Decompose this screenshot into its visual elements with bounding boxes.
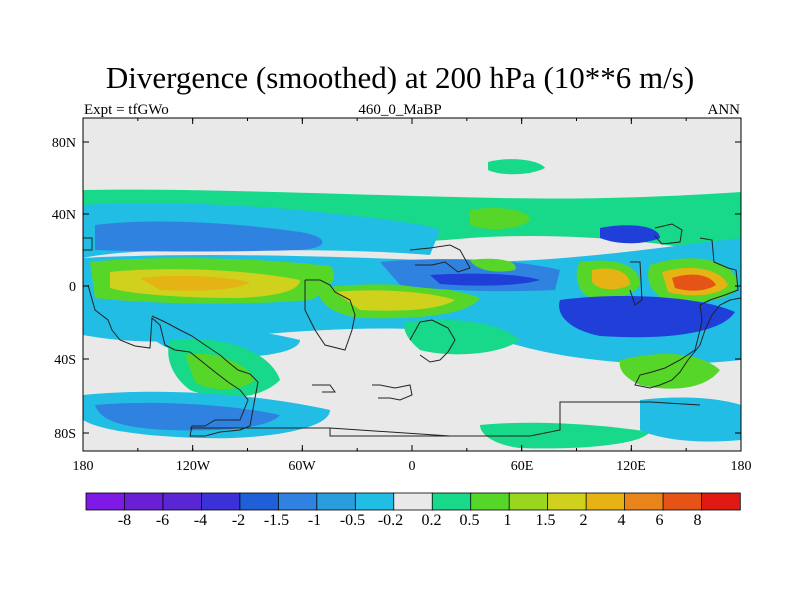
coastline-6 bbox=[409, 244, 471, 273]
antarctic-negative bbox=[640, 397, 741, 442]
colorbar-label: 1 bbox=[504, 512, 512, 529]
colorbar-swatch bbox=[201, 492, 241, 511]
lon-label-120e: 120E bbox=[616, 459, 646, 474]
colorbar-swatch bbox=[585, 492, 626, 511]
lat-label-40s: 40S bbox=[54, 353, 76, 368]
lat-label-80s: 80S bbox=[54, 427, 76, 442]
coastline-12 bbox=[329, 428, 450, 437]
colorbar-swatch bbox=[277, 492, 318, 511]
atlantic-strong-negative bbox=[430, 273, 540, 286]
asia-strong-positive bbox=[592, 268, 630, 290]
arctic-patch bbox=[488, 159, 545, 175]
coastline-4 bbox=[312, 384, 336, 393]
colorbar-swatch bbox=[547, 492, 587, 511]
colorbar-swatch bbox=[316, 492, 356, 511]
longitude-labels: 180 120W 60W 0 60E 120E 180 bbox=[73, 459, 752, 474]
colorbar-swatch bbox=[162, 492, 203, 511]
coastline-10 bbox=[634, 237, 741, 389]
colorbar-label: 1.5 bbox=[536, 512, 556, 529]
indian-ocean-strong-negative bbox=[559, 296, 735, 338]
colorbar-label: -1 bbox=[308, 512, 321, 529]
lat-label-80n: 80N bbox=[52, 136, 76, 151]
coastlines bbox=[83, 223, 741, 437]
south-atlantic-positive bbox=[404, 319, 520, 355]
coastline-5 bbox=[372, 384, 413, 401]
colorbar-label: -6 bbox=[156, 512, 169, 529]
lon-label-60e: 60E bbox=[511, 459, 534, 474]
colorbar-label: 6 bbox=[656, 512, 664, 529]
tropical-pacific-strong bbox=[140, 275, 250, 291]
colorbar-swatch bbox=[124, 492, 164, 511]
coastline-8 bbox=[629, 261, 643, 306]
colorbar-label: -8 bbox=[118, 512, 131, 529]
colorbar-label: -1.5 bbox=[264, 512, 289, 529]
lat-label-0: 0 bbox=[69, 280, 76, 295]
time-label: 460_0_MaBP bbox=[358, 102, 442, 118]
south-indian-positive bbox=[619, 354, 720, 389]
north-atlantic-positive bbox=[470, 208, 530, 230]
divergence-field bbox=[83, 159, 741, 449]
colorbar-label: 0.2 bbox=[422, 512, 442, 529]
coastline-11 bbox=[190, 401, 701, 437]
axis-ticks bbox=[82, 118, 742, 451]
colorbar-swatch bbox=[85, 492, 126, 511]
west-pacific-max-positive bbox=[672, 274, 716, 291]
experiment-label: Expt = tfGWo bbox=[84, 102, 169, 118]
coastline-9 bbox=[654, 223, 683, 245]
coastline-1 bbox=[83, 237, 93, 251]
lon-label-0: 0 bbox=[409, 459, 416, 474]
colorbar-swatch bbox=[393, 492, 433, 511]
colorbar-labels: -8 -6 -4 -2 -1.5 -1 -0.5 -0.2 0.2 0.5 1 … bbox=[118, 512, 702, 529]
colorbar-label: 8 bbox=[694, 512, 702, 529]
season-label: ANN bbox=[707, 102, 741, 118]
colorbar-swatch bbox=[470, 492, 510, 511]
colorbar-label: -4 bbox=[194, 512, 207, 529]
lon-label-180e: 180 bbox=[731, 459, 752, 474]
southern-ocean-negative-core bbox=[95, 402, 280, 431]
south-pacific-positive-core bbox=[185, 353, 255, 390]
colorbar-swatch bbox=[662, 492, 703, 511]
coastline-7 bbox=[409, 319, 456, 363]
latitude-labels: 80N 40N 0 40S 80S bbox=[52, 136, 76, 442]
lon-label-60w: 60W bbox=[288, 459, 316, 474]
lat-label-40n: 40N bbox=[52, 208, 76, 223]
north-pacific-strong-negative bbox=[600, 225, 660, 244]
colorbar-swatch bbox=[624, 492, 664, 511]
colorbar-swatch bbox=[431, 492, 472, 511]
colorbar-label: 4 bbox=[618, 512, 626, 529]
colorbar-label: 0.5 bbox=[460, 512, 480, 529]
colorbar-swatch bbox=[508, 492, 549, 511]
colorbar-swatch bbox=[239, 492, 280, 511]
colorbar-swatch bbox=[701, 492, 741, 511]
colorbar bbox=[85, 492, 741, 511]
south-america-moderate bbox=[335, 290, 455, 311]
coastline-3 bbox=[304, 279, 356, 351]
coastline-2 bbox=[87, 284, 259, 437]
colorbar-label: 2 bbox=[580, 512, 588, 529]
north-pacific-negative-core bbox=[95, 221, 323, 252]
antarctic-positive bbox=[480, 422, 650, 449]
plot-title: Divergence (smoothed) at 200 hPa (10**6 … bbox=[105, 60, 695, 95]
colorbar-swatch bbox=[354, 492, 395, 511]
lon-label-180w: 180 bbox=[73, 459, 94, 474]
colorbar-label: -0.2 bbox=[378, 512, 403, 529]
colorbar-label: -2 bbox=[232, 512, 245, 529]
lon-label-120w: 120W bbox=[176, 459, 211, 474]
africa-positive bbox=[470, 258, 516, 272]
colorbar-label: -0.5 bbox=[340, 512, 365, 529]
